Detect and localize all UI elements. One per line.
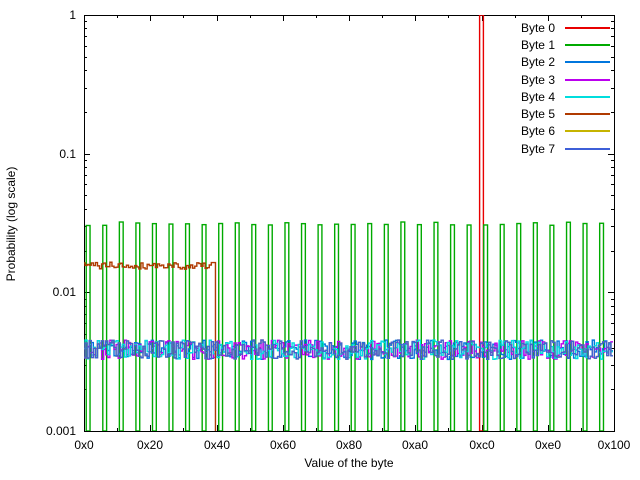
legend-item-byte7: Byte 7: [521, 140, 610, 157]
legend-label-byte2: Byte 2: [520, 55, 555, 70]
legend-item-byte5: Byte 5: [521, 105, 610, 122]
legend-item-byte0: Byte 0: [521, 19, 610, 36]
legend-item-byte3: Byte 3: [521, 71, 610, 88]
legend-label-byte4: Byte 4: [520, 89, 555, 104]
x-tick-label-0xa0: 0xa0: [401, 438, 429, 452]
x-tick-label-0x60: 0x60: [269, 438, 297, 452]
x-tick-label-0x40: 0x40: [203, 438, 231, 452]
legend-line-swatch-byte0: [565, 26, 610, 29]
y-tick-label-1: 1: [69, 8, 76, 22]
legend: Byte 0 Byte 1 Byte 2 Byte 3 Byte 4 Byte …: [521, 19, 610, 157]
x-axis-title: Value of the byte: [304, 456, 394, 470]
legend-line-swatch-byte2: [565, 61, 610, 64]
x-tick-label-0xc0: 0xc0: [469, 438, 495, 452]
x-tick-label-0x80: 0x80: [335, 438, 363, 452]
legend-label-byte7: Byte 7: [520, 141, 555, 156]
legend-line-swatch-byte1: [565, 43, 610, 46]
legend-item-byte1: Byte 1: [521, 36, 610, 53]
legend-line-swatch-byte6: [565, 130, 610, 133]
legend-line-swatch-byte4: [565, 95, 610, 98]
x-tick-label-0x100: 0x100: [597, 438, 631, 452]
legend-item-byte2: Byte 2: [521, 54, 610, 71]
legend-label-byte1: Byte 1: [520, 37, 555, 52]
x-tick-label-0x0: 0x0: [74, 438, 94, 452]
legend-item-byte4: Byte 4: [521, 88, 610, 105]
legend-label-byte0: Byte 0: [520, 20, 555, 35]
legend-item-byte6: Byte 6: [521, 123, 610, 140]
legend-line-swatch-byte7: [565, 147, 610, 150]
legend-label-byte5: Byte 5: [520, 107, 555, 122]
legend-line-swatch-byte5: [565, 113, 610, 116]
x-tick-label-0x20: 0x20: [136, 438, 164, 452]
legend-label-byte3: Byte 3: [520, 72, 555, 87]
y-axis-title: Probability (log scale): [4, 166, 18, 282]
y-tick-label-0p1: 0.1: [59, 147, 76, 161]
y-tick-label-0p01: 0.01: [52, 285, 76, 299]
y-tick-label-0p001: 0.001: [45, 424, 76, 438]
legend-line-swatch-byte3: [565, 78, 610, 81]
x-tick-label-0xe0: 0xe0: [534, 438, 562, 452]
legend-label-byte6: Byte 6: [520, 124, 555, 139]
